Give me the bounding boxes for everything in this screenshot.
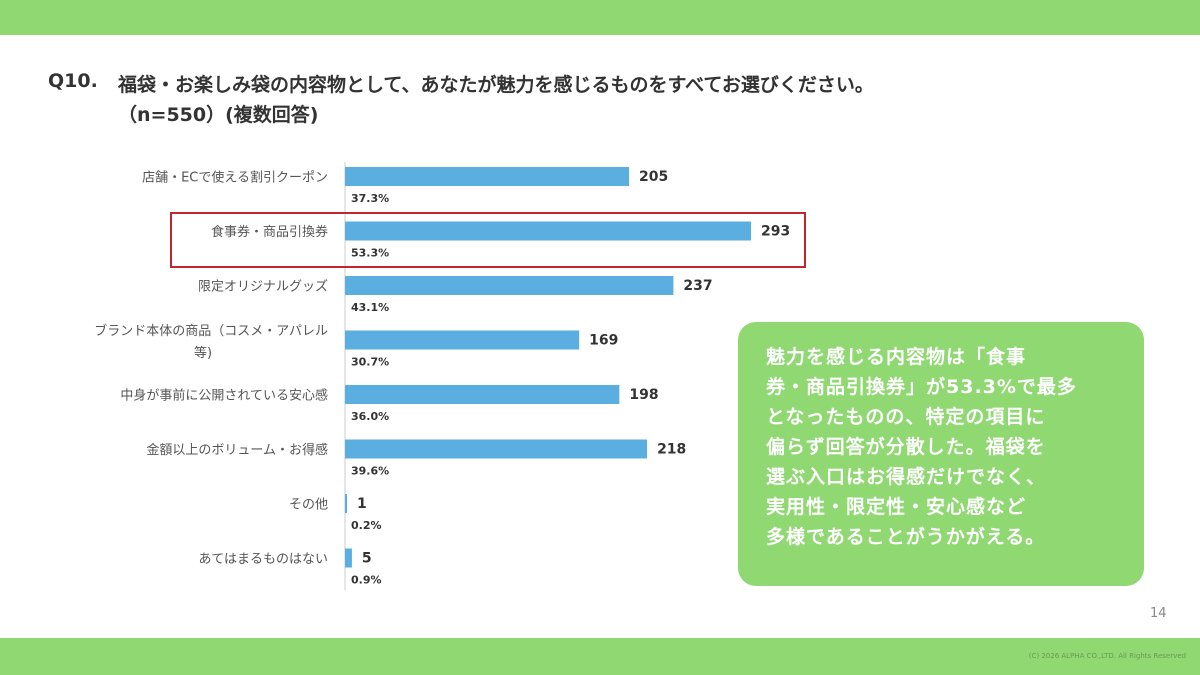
bar <box>345 548 352 568</box>
bar-percentage-label: 37.3% <box>351 192 389 205</box>
bar <box>345 221 751 241</box>
bar <box>345 494 347 513</box>
bar-value-label: 198 <box>629 387 658 403</box>
copyright: (C) 2026 ALPHA CO.,LTD. All Rights Reser… <box>1028 652 1186 660</box>
question-text: 福袋・お楽しみ袋の内容物として、あなたが魅力を感じるものをすべてお選びください。 <box>118 74 874 96</box>
bar-value-label: 237 <box>683 278 712 294</box>
bar-value-label: 5 <box>362 551 372 567</box>
summary-line: 券・商品引換券」が53.3%で最多 <box>766 376 1077 398</box>
bar-percentage-label: 30.7% <box>351 356 389 369</box>
bar-value-label: 218 <box>657 442 686 458</box>
bar <box>345 167 630 186</box>
bar-value-label: 169 <box>589 333 618 349</box>
question-sample-note: （n=550）(複数回答) <box>118 104 319 126</box>
bar-percentage-label: 36.0% <box>351 410 389 423</box>
top-accent-band <box>0 0 1200 35</box>
bar <box>345 276 674 295</box>
category-label: 限定オリジナルグッズ <box>198 279 328 295</box>
page-number: 14 <box>1150 606 1167 621</box>
category-label: あてはまるものはない <box>199 552 328 567</box>
category-label: 等) <box>194 345 212 361</box>
bar-value-label: 1 <box>357 496 367 512</box>
summary-line: 選ぶ入口はお得感だけでなく、 <box>766 466 1047 488</box>
category-label: 食事券・商品引換券 <box>211 224 328 240</box>
category-label: ブランド本体の商品（コスメ・アパレル <box>94 323 328 339</box>
bar-percentage-label: 39.6% <box>351 465 389 478</box>
bar-percentage-label: 53.3% <box>351 247 389 260</box>
summary-line: 実用性・限定性・安心感など <box>766 496 1027 518</box>
summary-line: 偏らず回答が分散した。福袋を <box>766 436 1046 458</box>
category-label: 中身が事前に公開されている安心感 <box>120 388 328 404</box>
category-label: その他 <box>289 498 328 513</box>
bar-value-label: 205 <box>639 169 668 185</box>
bar-percentage-label: 0.9% <box>351 574 382 587</box>
summary-box: 魅力を感じる内容物は「食事 券・商品引換券」が53.3%で最多 となったものの、… <box>738 322 1144 586</box>
summary-line: 多様であることがうかがえる。 <box>766 526 1046 548</box>
question-number: Q10. <box>48 70 98 92</box>
bar <box>345 439 648 459</box>
bar-percentage-label: 43.1% <box>351 301 389 314</box>
bar <box>345 385 620 404</box>
bar <box>345 330 580 350</box>
bar-chart: 205 37.3% 店舗・ECで使える割引クーポン 293 53.3% 食事券・商品引換券… <box>94 162 790 590</box>
bar-percentage-label: 0.2% <box>351 519 382 532</box>
highlight-box <box>170 212 806 268</box>
bar-value-label: 293 <box>761 224 790 240</box>
bottom-accent-band <box>0 638 1200 675</box>
summary-line: 魅力を感じる内容物は「食事 <box>766 346 1027 368</box>
category-label: 店舗・ECで使える割引クーポン <box>142 170 328 186</box>
category-label: 金額以上のボリューム・お得感 <box>146 442 328 458</box>
summary-line: となったものの、特定の項目に <box>766 406 1046 428</box>
